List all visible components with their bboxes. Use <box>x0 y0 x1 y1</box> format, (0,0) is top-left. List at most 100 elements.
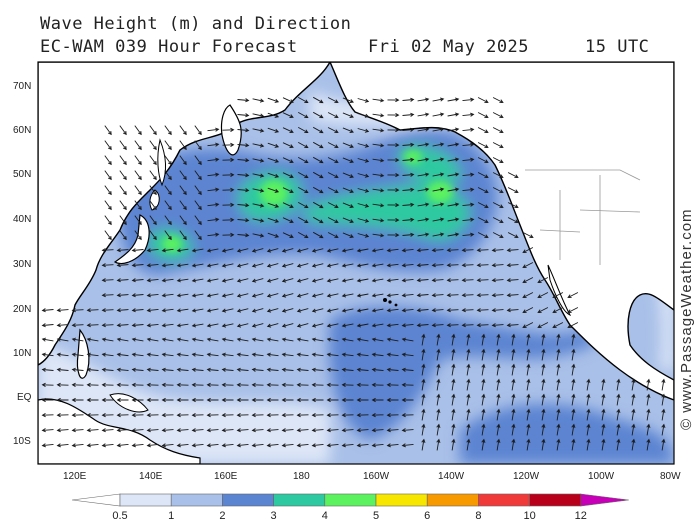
direction-arrow <box>194 185 202 196</box>
direction-arrow <box>311 278 324 283</box>
direction-arrow <box>491 323 504 328</box>
direction-arrow <box>296 323 309 328</box>
direction-arrow <box>101 263 114 268</box>
direction-arrow <box>312 216 324 224</box>
direction-arrow <box>631 438 636 451</box>
direction-arrow <box>194 230 202 241</box>
direction-arrow <box>446 308 459 313</box>
direction-arrow <box>522 307 534 314</box>
direction-arrow <box>296 263 309 268</box>
direction-arrow <box>556 393 561 406</box>
direction-arrow <box>267 232 280 238</box>
direction-arrow <box>131 248 144 253</box>
direction-arrow <box>507 217 519 224</box>
direction-arrow <box>416 278 429 283</box>
direction-arrow <box>402 217 415 222</box>
direction-arrow <box>326 443 339 448</box>
direction-arrow <box>191 397 204 403</box>
direction-arrow <box>356 337 369 342</box>
direction-arrow <box>616 438 621 451</box>
direction-arrow <box>116 443 129 448</box>
direction-arrow <box>251 337 264 342</box>
direction-arrow <box>176 352 189 357</box>
direction-arrow <box>451 393 456 406</box>
direction-arrow <box>281 263 294 268</box>
lon-label: 100W <box>588 471 615 482</box>
direction-arrow <box>221 323 234 328</box>
direction-arrow <box>616 378 621 391</box>
direction-arrow <box>161 397 174 403</box>
direction-arrow <box>191 352 204 357</box>
direction-arrow <box>207 187 220 192</box>
direction-arrow <box>371 367 384 372</box>
direction-arrow <box>586 378 591 391</box>
direction-arrow <box>191 293 204 298</box>
direction-arrow <box>526 438 531 451</box>
direction-arrow <box>371 308 384 313</box>
direction-arrow <box>571 333 576 346</box>
direction-arrow <box>221 413 234 418</box>
direction-arrow <box>312 96 324 104</box>
direction-arrow <box>104 200 112 211</box>
direction-arrow <box>312 126 324 134</box>
direction-arrow <box>71 443 84 448</box>
direction-arrow <box>179 215 187 226</box>
direction-arrow <box>492 97 504 104</box>
direction-arrow <box>356 293 369 298</box>
direction-arrow <box>56 428 69 433</box>
direction-arrow <box>176 443 189 448</box>
direction-arrow <box>326 248 339 253</box>
direction-arrow <box>631 393 636 406</box>
direction-arrow <box>616 423 621 436</box>
direction-arrow <box>646 408 651 421</box>
direction-arrow <box>436 333 441 346</box>
direction-arrow <box>481 438 486 451</box>
direction-arrow <box>206 367 219 372</box>
direction-arrow <box>161 278 174 283</box>
direction-arrow <box>386 397 399 403</box>
direction-arrow <box>477 112 489 119</box>
direction-arrow <box>402 127 415 132</box>
direction-arrow <box>416 308 429 313</box>
direction-arrow <box>491 248 504 253</box>
direction-arrow <box>41 367 54 372</box>
direction-arrow <box>266 337 279 342</box>
direction-arrow <box>206 352 219 357</box>
direction-arrow <box>541 438 546 451</box>
direction-arrow <box>101 278 114 283</box>
direction-arrow <box>462 232 475 237</box>
direction-arrow <box>372 143 385 148</box>
direction-arrow <box>101 443 114 448</box>
direction-arrow <box>194 215 202 226</box>
legend-label: 10 <box>523 510 535 522</box>
direction-arrow <box>511 348 516 361</box>
map-frame <box>37 61 675 465</box>
direction-arrow <box>436 363 441 376</box>
direction-arrow <box>326 263 339 268</box>
direction-arrow <box>496 363 501 376</box>
direction-arrow <box>101 352 114 357</box>
direction-arrow <box>526 408 531 421</box>
direction-arrow <box>56 397 69 403</box>
direction-arrow <box>522 277 534 284</box>
direction-arrow <box>134 200 142 211</box>
direction-arrow <box>461 278 474 283</box>
direction-arrow <box>252 158 265 163</box>
direction-arrow <box>401 352 414 357</box>
direction-arrow <box>342 142 354 148</box>
direction-arrow <box>462 187 475 192</box>
direction-arrow <box>161 382 174 387</box>
direction-arrow <box>296 413 309 418</box>
direction-arrow <box>386 367 399 372</box>
direction-arrow <box>372 113 385 118</box>
direction-arrow <box>327 127 339 134</box>
legend-swatch <box>222 493 274 507</box>
legend-swatch <box>529 493 582 507</box>
direction-arrow <box>371 323 384 328</box>
direction-arrow <box>327 172 339 179</box>
direction-arrow <box>191 323 204 328</box>
direction-arrow <box>387 158 400 163</box>
map-title: Wave Height (m) and Direction <box>40 14 352 34</box>
direction-arrow <box>372 188 385 193</box>
direction-arrow <box>146 263 159 268</box>
